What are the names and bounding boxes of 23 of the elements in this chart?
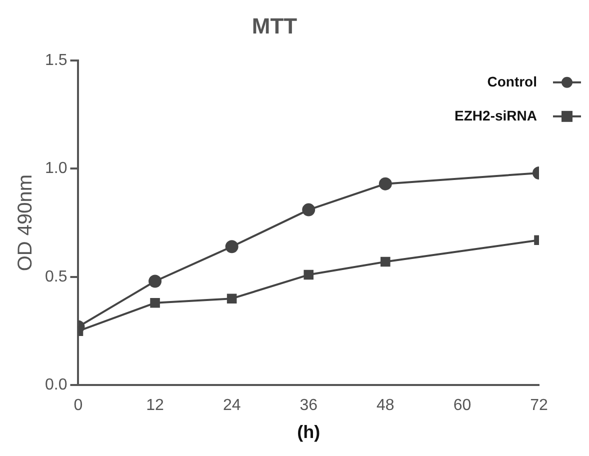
legend-label: EZH2-siRNA (454, 107, 537, 124)
point (226, 294, 237, 304)
x-tick-label: 72 (530, 397, 548, 414)
x-tick-label: 24 (222, 397, 241, 414)
point (378, 177, 392, 190)
x-tick-label: 60 (453, 397, 472, 414)
x-tick-label: 12 (146, 397, 164, 414)
x-tick-label: 36 (300, 397, 318, 414)
y-tick-label: 0.0 (44, 376, 68, 394)
chart-title: MTT (252, 13, 298, 38)
y-tick-label: 1.5 (44, 52, 68, 69)
point (148, 274, 162, 288)
legend-label: Control (487, 73, 537, 90)
point (302, 203, 316, 216)
point (304, 270, 314, 280)
y-axis-title: OD 490nm (14, 174, 37, 272)
x-axis-title: (h) (297, 422, 320, 442)
point (380, 256, 390, 267)
x-tick-label: 0 (74, 397, 83, 414)
x-tick-label: 48 (376, 397, 394, 414)
y-tick-label: 1.0 (44, 160, 68, 178)
point (225, 240, 238, 254)
y-tick-label: 0.5 (44, 268, 68, 286)
